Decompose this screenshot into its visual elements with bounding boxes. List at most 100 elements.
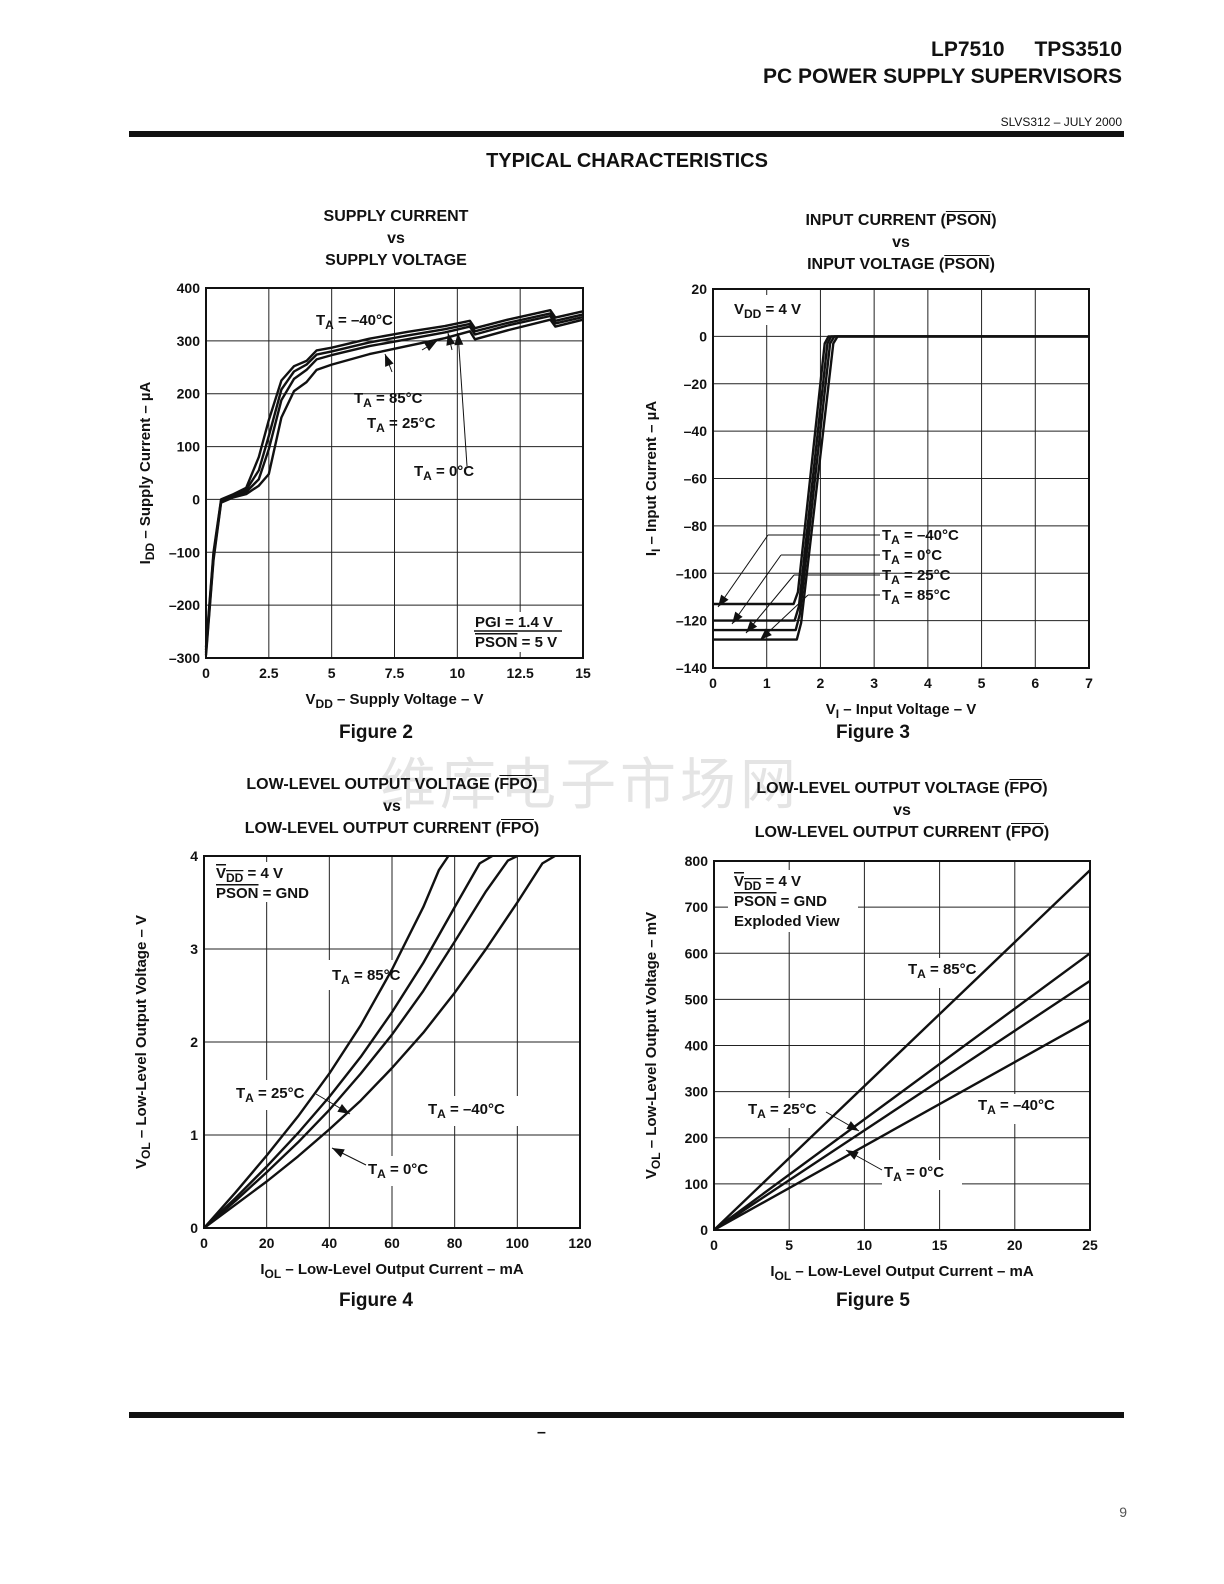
fig3-svg: 0 1 2 3 4 5 6 7 20 0 –20 –40 –60 –80 –100 –120 –140 VI – …	[643, 281, 1093, 720]
fig5-title-1a: LOW-LEVEL OUTPUT VOLTAGE (	[756, 780, 1010, 797]
fig2-chart: 0 2.5 5 7.5 10 12.5 15 400 300 200 100 0 –100 –200 –30…	[130, 270, 610, 720]
bottom-rule	[129, 1412, 1124, 1418]
fig2-xtick: 12.5	[507, 665, 534, 681]
fig2-ytick: 200	[177, 386, 201, 402]
fig4-title-3b: )	[533, 820, 540, 837]
fig2-arrow-1-head	[424, 341, 437, 352]
fig2-ytick: –100	[169, 544, 200, 560]
fig3-ytick: 20	[691, 281, 707, 297]
fig2-label-mask	[470, 612, 566, 652]
fig3-caption: Figure 3	[836, 722, 910, 743]
fig5-title-1o: FPO	[1009, 780, 1043, 797]
fig3-arrow-2-head	[746, 620, 758, 633]
fig3-ytick: –140	[676, 660, 707, 676]
fig2-title-line3: SUPPLY VOLTAGE	[325, 252, 467, 269]
fig4-title-3a: LOW-LEVEL OUTPUT CURRENT (	[244, 820, 502, 837]
fig5-ytick: 0	[700, 1222, 708, 1238]
fig4-ytick: 1	[190, 1127, 198, 1143]
fig4-label-mask	[422, 1096, 518, 1126]
fig3-ytick: –120	[676, 613, 707, 629]
fig2-ylabel: IDD – Supply Current – µA	[137, 381, 157, 564]
fig3-title: INPUT CURRENT (PSON) vs INPUT VOLTAGE (P…	[731, 210, 1071, 276]
fig4-ylabel: VOL – Low-Level Output Voltage – V	[133, 915, 153, 1169]
fig5-chart: 0 5 10 15 20 25 800 700 600 500 400 300 200 100 0 IOL –…	[636, 840, 1116, 1290]
fig3-ytick: –80	[684, 518, 708, 534]
fig5-ytick: 400	[685, 1038, 709, 1054]
fig2-series-1	[204, 312, 584, 651]
fig3-series-label-3: TA = 85°C	[882, 587, 951, 607]
fig5-arrow-1-head	[846, 1150, 859, 1160]
top-rule	[129, 131, 1124, 137]
fig2-frame	[205, 287, 584, 659]
fig3-xtick: 4	[924, 675, 932, 691]
fig2-title: SUPPLY CURRENT vs SUPPLY VOLTAGE	[266, 206, 526, 272]
fig2-xlabel: VDD – Supply Voltage – V	[306, 691, 484, 711]
fig5-xtick: 20	[1007, 1237, 1023, 1253]
fig3-ytick: –40	[684, 423, 708, 439]
fig3-title-line1: INPUT CURRENT (PSON)	[731, 210, 1071, 232]
fig4-xtick: 40	[322, 1235, 338, 1251]
fig3-ytick: –60	[684, 471, 708, 487]
fig5-title-1b: )	[1042, 780, 1048, 797]
fig4-condition-0: VDD = 4 V	[216, 865, 283, 885]
fig4-svg: 0 20 40 60 80 100 120 4 3 2 1 0 IOL – Low-Level Outp…	[133, 848, 592, 1281]
fig4-title-1a: LOW-LEVEL OUTPUT VOLTAGE (	[246, 776, 500, 793]
fig4-title-3o: FPO	[501, 820, 534, 837]
fig5-label-mask	[744, 1098, 830, 1128]
fig4-series-2	[203, 854, 518, 1229]
fig2-ytick: 0	[192, 491, 200, 507]
fig3-title-3a: INPUT VOLTAGE (	[807, 256, 945, 273]
doc-subtitle: PC POWER SUPPLY SUPERVISORS	[762, 65, 1122, 88]
fig3-chart: 0 1 2 3 4 5 6 7 20 0 –20 –40 –60 –80 –100 –120 –140 VI – …	[636, 270, 1116, 720]
fig3-xtick: 0	[709, 675, 717, 691]
fig3-series-label-2: TA = 25°C	[882, 567, 951, 587]
fig5-ytick: 600	[685, 945, 709, 961]
fig5-ylabel: VOL – Low-Level Output Voltage – mV	[643, 912, 663, 1179]
fig4-xlabel: IOL – Low-Level Output Current – mA	[260, 1261, 524, 1281]
fig3-title-line3: INPUT VOLTAGE (PSON)	[731, 254, 1071, 276]
fig5-series-label-2: TA = –40°C	[978, 1097, 1055, 1117]
fig5-ytick: 100	[685, 1176, 709, 1192]
fig3-arrow-1-head	[732, 611, 743, 624]
fig3-series-3	[713, 335, 1089, 641]
fig3-condition-0: VDD = 4 V	[734, 301, 801, 321]
fig5-ytick: 700	[685, 899, 709, 915]
fig5-series-1	[713, 952, 1091, 1231]
fig2-ytick: 400	[177, 280, 201, 296]
fig3-ytick: –100	[676, 565, 707, 581]
fig4-xtick: 20	[259, 1235, 275, 1251]
fig5-xtick: 25	[1082, 1237, 1098, 1253]
fig2-series-3	[204, 318, 584, 656]
fig3-series-label-0: TA = –40°C	[882, 527, 959, 547]
part-a: LP7510	[931, 38, 1005, 61]
fig5-condition-2: Exploded View	[734, 913, 840, 930]
fig2-xtick: 15	[575, 665, 591, 681]
part-numbers: LP7510 TPS3510	[931, 38, 1122, 62]
fig2-ytick: 100	[177, 439, 201, 455]
fig4-series-1	[203, 854, 493, 1229]
watermark: 维库电子市场网	[380, 753, 800, 818]
fig2-arrow-0-head	[385, 354, 394, 367]
fig3-xlabel: VI – Input Voltage – V	[826, 701, 977, 720]
fig4-arrow-1-head	[332, 1148, 345, 1158]
part-b: TPS3510	[1034, 38, 1122, 61]
fig5-condition-0: VDD = 4 V	[734, 873, 801, 893]
fig5-ytick: 200	[685, 1130, 709, 1146]
fig5-title-3o: FPO	[1011, 824, 1044, 841]
fig5-caption: Figure 5	[836, 1290, 910, 1311]
fig2-arrow-3-head	[454, 333, 464, 346]
fig4-label-mask	[326, 960, 410, 990]
fig5-xtick: 5	[785, 1237, 793, 1253]
fig2-arrow-2-head	[446, 333, 456, 346]
fig5-title-line1: LOW-LEVEL OUTPUT VOLTAGE (FPO)	[710, 778, 1094, 800]
fig2-ytick: –200	[169, 597, 200, 613]
fig4-title-line1: LOW-LEVEL OUTPUT VOLTAGE (FPO)	[200, 774, 584, 796]
footer-dash: –	[537, 1424, 546, 1441]
fig2-xtick: 7.5	[385, 665, 405, 681]
fig4-ytick: 3	[190, 941, 198, 957]
fig2-condition-0: PGI = 1.4 V	[475, 614, 553, 631]
fig5-label-mask	[904, 958, 990, 988]
fig3-xtick: 2	[817, 675, 825, 691]
fig4-series-label-2: TA = –40°C	[428, 1101, 505, 1121]
fig2-xtick: 5	[328, 665, 336, 681]
